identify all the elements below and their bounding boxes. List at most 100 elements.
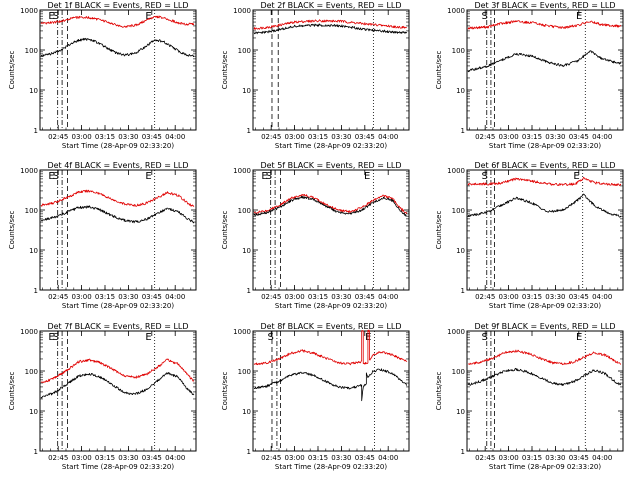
plot-frame — [39, 9, 197, 131]
y-tick-label: 100 — [25, 368, 38, 376]
events-series-line — [40, 205, 195, 224]
x-tick-label: 03:30 — [545, 133, 565, 141]
x-tick-label: 02:45 — [261, 293, 281, 301]
chart-title: Det 9f BLACK = Events, RED = LLD — [474, 322, 615, 331]
plot-frame — [39, 169, 197, 291]
chart-title: Det 7f BLACK = Events, RED = LLD — [47, 322, 188, 331]
chart-title: Det 4f BLACK = Events, RED = LLD — [47, 161, 188, 170]
x-tick-label: 03:15 — [95, 454, 115, 462]
events-series-line — [253, 368, 408, 402]
event-marker-label: S — [268, 332, 274, 343]
x-tick-label: 03:45 — [142, 133, 162, 141]
x-tick-label: 03:45 — [355, 293, 375, 301]
y-tick-label: 1000 — [233, 7, 251, 15]
y-tick-label: 1 — [247, 287, 251, 295]
x-axis-label: Start Time (28-Apr-09 02:33:20) — [62, 463, 174, 471]
x-tick-label: 03:45 — [355, 454, 375, 462]
y-tick-label: 10 — [242, 87, 251, 95]
x-tick-label: 03:15 — [308, 133, 328, 141]
lld-series-line — [253, 19, 407, 30]
x-tick-label: 03:00 — [499, 454, 519, 462]
y-tick-label: 100 — [238, 368, 251, 376]
x-tick-label: 03:45 — [355, 133, 375, 141]
chart-panel-6: Det 6f BLACK = Events, RED = LLD 1 10 100 10… — [435, 161, 624, 310]
chart-title: Det 5f BLACK = Events, RED = LLD — [260, 161, 401, 170]
chart-panel-3: Det 3f BLACK = Events, RED = LLD 1 10 100 10… — [435, 1, 624, 150]
x-tick-label: 04:00 — [165, 133, 185, 141]
event-marker-label: E — [576, 332, 582, 343]
chart-panel-7: Det 7f BLACK = Events, RED = LLD 1 10 100 10… — [8, 322, 197, 471]
y-tick-label: 100 — [452, 207, 465, 215]
events-series-line — [467, 50, 622, 73]
x-tick-label: 04:00 — [378, 454, 398, 462]
event-marker-label: E — [48, 171, 54, 182]
y-axis-label: Counts/sec — [435, 211, 443, 250]
chart-panel-2: Det 2f BLACK = Events, RED = LLD 1 10 100 10… — [221, 1, 410, 150]
x-tick-label: 02:45 — [48, 133, 68, 141]
lld-series-line — [467, 177, 622, 187]
event-marker-label: S — [53, 11, 59, 22]
y-tick-label: 100 — [452, 368, 465, 376]
y-tick-label: 1 — [34, 127, 38, 135]
chart-panel-5: Det 5f BLACK = Events, RED = LLD 1 10 100 10… — [221, 161, 410, 310]
x-tick-label: 04:00 — [592, 133, 612, 141]
event-marker-label: E — [48, 11, 54, 22]
y-tick-label: 10 — [29, 247, 38, 255]
chart-title: Det 6f BLACK = Events, RED = LLD — [474, 161, 615, 170]
x-tick-label: 03:15 — [522, 454, 542, 462]
x-tick-label: 03:00 — [72, 133, 92, 141]
x-tick-label: 03:45 — [569, 454, 589, 462]
chart-panel-4: Det 4f BLACK = Events, RED = LLD 1 10 100 10… — [8, 161, 197, 310]
x-tick-label: 03:00 — [285, 454, 305, 462]
lld-series-line — [467, 20, 622, 30]
x-tick-label: 03:15 — [308, 293, 328, 301]
y-tick-label: 10 — [242, 408, 251, 416]
y-tick-label: 1000 — [447, 167, 465, 175]
x-tick-label: 02:45 — [261, 454, 281, 462]
event-marker-label: S — [482, 332, 488, 343]
y-tick-label: 10 — [29, 87, 38, 95]
x-axis-label: Start Time (28-Apr-09 02:33:20) — [489, 142, 601, 150]
lld-series-line — [253, 193, 408, 215]
event-marker-label: S — [266, 171, 272, 182]
y-tick-label: 1000 — [447, 7, 465, 15]
chart-title: Det 2f BLACK = Events, RED = LLD — [260, 1, 401, 10]
x-tick-label: 03:30 — [331, 454, 351, 462]
event-marker-label: S — [482, 171, 488, 182]
lld-series-line — [468, 349, 622, 366]
plot-frame — [252, 9, 410, 131]
x-tick-label: 03:15 — [95, 293, 115, 301]
plot-frame — [466, 169, 624, 291]
events-series-line — [40, 37, 195, 58]
x-tick-label: 03:30 — [118, 133, 138, 141]
x-axis-label: Start Time (28-Apr-09 02:33:20) — [62, 142, 174, 150]
y-tick-label: 1000 — [233, 328, 251, 336]
x-tick-label: 03:30 — [118, 293, 138, 301]
y-tick-label: 1000 — [233, 167, 251, 175]
lld-series-line — [40, 189, 195, 208]
chart-panel-1: Det 1f BLACK = Events, RED = LLD 1 10 100 10… — [8, 1, 197, 150]
plot-frame — [466, 9, 624, 131]
y-tick-label: 1 — [461, 448, 465, 456]
y-axis-label: Counts/sec — [221, 372, 229, 411]
x-tick-label: 02:45 — [475, 133, 495, 141]
x-tick-label: 02:45 — [475, 454, 495, 462]
x-axis-label: Start Time (28-Apr-09 02:33:20) — [275, 142, 387, 150]
x-tick-label: 04:00 — [165, 454, 185, 462]
x-tick-label: 04:00 — [592, 293, 612, 301]
x-tick-label: 02:45 — [261, 133, 281, 141]
event-marker-label: E — [576, 11, 582, 22]
x-axis-label: Start Time (28-Apr-09 02:33:20) — [489, 302, 601, 310]
event-marker-label: E — [48, 332, 54, 343]
y-tick-label: 10 — [456, 408, 465, 416]
chart-title: Det 1f BLACK = Events, RED = LLD — [47, 1, 188, 10]
event-marker-label: E — [145, 332, 151, 343]
event-marker-label: S — [53, 171, 59, 182]
plot-frame — [252, 330, 410, 452]
events-series-line — [253, 23, 408, 35]
plot-frame — [252, 169, 410, 291]
events-series-line — [40, 372, 195, 399]
y-tick-label: 100 — [238, 207, 251, 215]
x-tick-label: 03:00 — [285, 293, 305, 301]
events-series-line — [467, 193, 622, 218]
